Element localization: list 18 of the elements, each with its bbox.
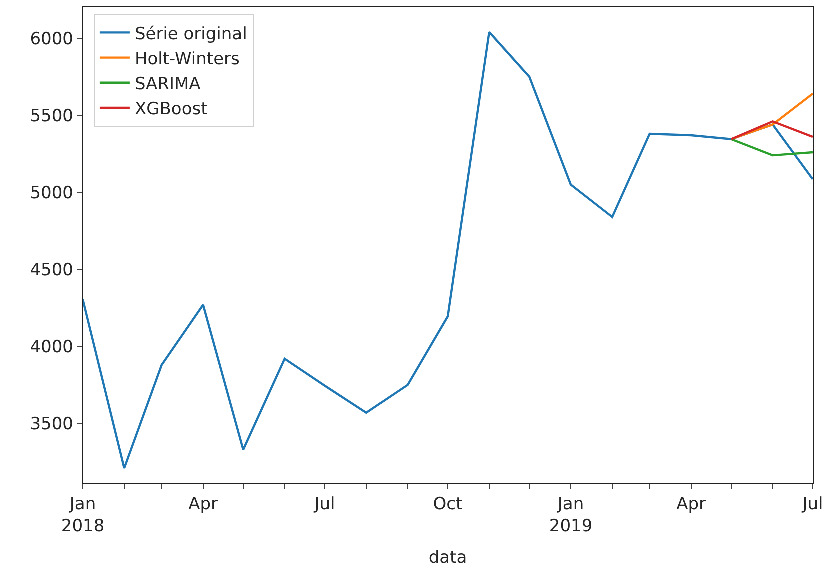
x-tick-label: Oct [433,494,464,514]
x-tick-label: Apr [676,494,706,514]
x-tick-label: Jul [314,494,336,514]
x-tick-label: Jul [802,494,824,514]
y-tick-label: 4500 [30,260,74,281]
legend-label: Série original [134,24,248,44]
x-axis-title: data [428,548,468,568]
y-tick-label: 3500 [30,414,74,435]
y-tick-label: 5500 [30,106,74,126]
y-tick-label: 6000 [30,29,74,50]
x-tick-label: Jan 2018 [61,494,105,537]
legend-label: Holt-Winters [134,49,240,70]
y-tick-label: 5000 [30,183,74,204]
y-tick-label: 4000 [30,338,74,358]
legend-label: XGBoost [134,100,208,120]
legend-label: SARIMA [134,74,202,95]
x-tick-label: Jan 2019 [549,494,593,537]
x-tick-label: Apr [188,494,218,514]
